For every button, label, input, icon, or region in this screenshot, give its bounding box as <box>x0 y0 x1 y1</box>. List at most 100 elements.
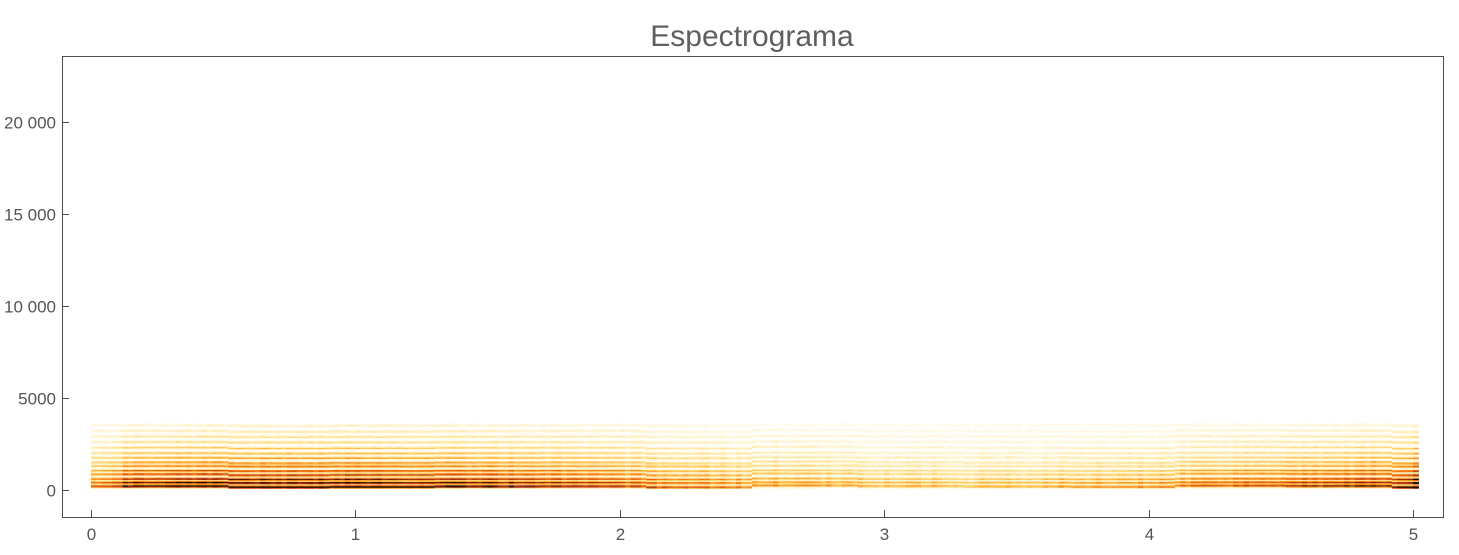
spectrogram-cell <box>471 466 478 468</box>
spectrogram-cell <box>418 450 425 453</box>
spectrogram-cell <box>286 452 293 455</box>
spectrogram-cell <box>228 483 235 486</box>
spectrogram-cell <box>207 445 214 447</box>
spectrogram-cell <box>350 480 356 483</box>
spectrogram-cell <box>281 467 288 469</box>
spectrogram-cell <box>514 445 520 447</box>
spectrogram-cell <box>106 477 113 479</box>
spectrogram-cell <box>492 477 499 479</box>
spectrogram-cell <box>202 466 208 468</box>
spectrogram-cell <box>270 466 277 468</box>
spectrogram-cell <box>101 453 108 456</box>
spectrogram-cell <box>307 446 314 448</box>
spectrogram-cell <box>519 431 526 434</box>
spectrogram-cell <box>170 431 177 434</box>
spectrogram-cell <box>344 453 351 456</box>
spectrogram-cell <box>286 426 293 428</box>
spectrogram-cell <box>397 478 404 480</box>
spectrogram-cell <box>492 426 499 428</box>
spectrogram-cell <box>302 429 309 432</box>
spectrogram-cell <box>323 430 330 433</box>
spectrogram-cell <box>514 425 520 427</box>
spectrogram-cell <box>492 434 499 436</box>
spectrogram-cell <box>408 458 415 461</box>
spectrogram-cell <box>461 451 468 454</box>
spectrogram-cell <box>265 449 272 452</box>
spectrogram-cell <box>101 486 108 488</box>
spectrogram-cell <box>202 482 208 485</box>
spectrogram-cell <box>233 458 240 461</box>
spectrogram-cell <box>403 439 409 442</box>
spectrogram-cell <box>223 478 230 480</box>
spectrogram-cell <box>159 462 166 465</box>
spectrogram-cell <box>249 480 256 483</box>
spectrogram-cell <box>122 447 129 449</box>
spectrogram-cell <box>450 473 457 476</box>
spectrogram-cell <box>445 486 452 488</box>
spectrogram-cell <box>223 462 230 465</box>
spectrogram-cell <box>466 473 473 476</box>
spectrogram-cell <box>265 451 272 454</box>
spectrogram-cell <box>366 448 372 451</box>
spectrogram-cell <box>413 462 420 465</box>
spectrogram-cell <box>392 463 399 466</box>
spectrogram-cell <box>503 453 510 456</box>
spectrogram-cell <box>318 431 325 434</box>
spectrogram-cell <box>244 467 251 469</box>
spectrogram-cell <box>392 482 399 485</box>
spectrogram-cell <box>403 457 409 459</box>
spectrogram-cell <box>418 447 425 449</box>
spectrogram-cell <box>244 486 251 488</box>
spectrogram-cell <box>323 429 330 432</box>
spectrogram-cell <box>381 467 388 469</box>
spectrogram-cell <box>217 453 224 456</box>
spectrogram-cell <box>413 458 420 461</box>
spectrogram-cell <box>376 430 383 433</box>
spectrogram-cell <box>202 440 208 443</box>
spectrogram-cell <box>408 453 415 456</box>
spectrogram-cell <box>455 446 462 448</box>
spectrogram-cell <box>170 448 177 451</box>
spectrogram-cell <box>270 465 277 467</box>
spectrogram-cell <box>434 452 441 455</box>
spectrogram-cell <box>117 456 124 458</box>
spectrogram-cell <box>508 440 515 443</box>
spectrogram-cell <box>461 468 468 470</box>
spectrogram-cell <box>239 476 245 478</box>
spectrogram-cell <box>291 480 298 483</box>
spectrogram-cell <box>233 431 240 434</box>
spectrogram-cell <box>360 437 367 440</box>
spectrogram-cell <box>455 440 462 443</box>
spectrogram-cell <box>503 469 510 472</box>
spectrogram-cell <box>556 423 563 425</box>
spectrogram-cell <box>228 462 235 465</box>
spectrogram-cell <box>471 447 478 449</box>
spectrogram-cell <box>191 442 198 445</box>
spectrogram-cell <box>217 477 224 479</box>
spectrogram-cell <box>265 466 272 468</box>
spectrogram-cell <box>350 446 356 448</box>
spectrogram-cell <box>519 469 526 472</box>
spectrogram-cell <box>524 487 531 489</box>
spectrogram-cell <box>344 479 351 481</box>
spectrogram-cell <box>276 431 282 434</box>
spectrogram-cell <box>498 460 505 463</box>
spectrogram-cell <box>128 466 134 468</box>
spectrogram-cell <box>482 450 489 453</box>
spectrogram-cell <box>339 453 346 456</box>
spectrogram-cell <box>387 474 393 477</box>
spectrogram-cell <box>133 480 140 483</box>
spectrogram-cell <box>175 477 182 479</box>
spectrogram-cell <box>313 473 319 476</box>
spectrogram-cell <box>217 431 224 434</box>
spectrogram-cell <box>133 444 140 446</box>
spectrogram-cell <box>313 431 319 434</box>
spectrogram-cell <box>244 460 251 463</box>
spectrogram-cell <box>387 479 393 481</box>
spectrogram-cell <box>360 441 367 444</box>
spectrogram-cell <box>329 458 335 461</box>
spectrogram-cell <box>233 457 240 459</box>
spectrogram-cell <box>138 486 145 488</box>
spectrogram-cell <box>519 430 526 433</box>
spectrogram-cell <box>381 470 388 473</box>
